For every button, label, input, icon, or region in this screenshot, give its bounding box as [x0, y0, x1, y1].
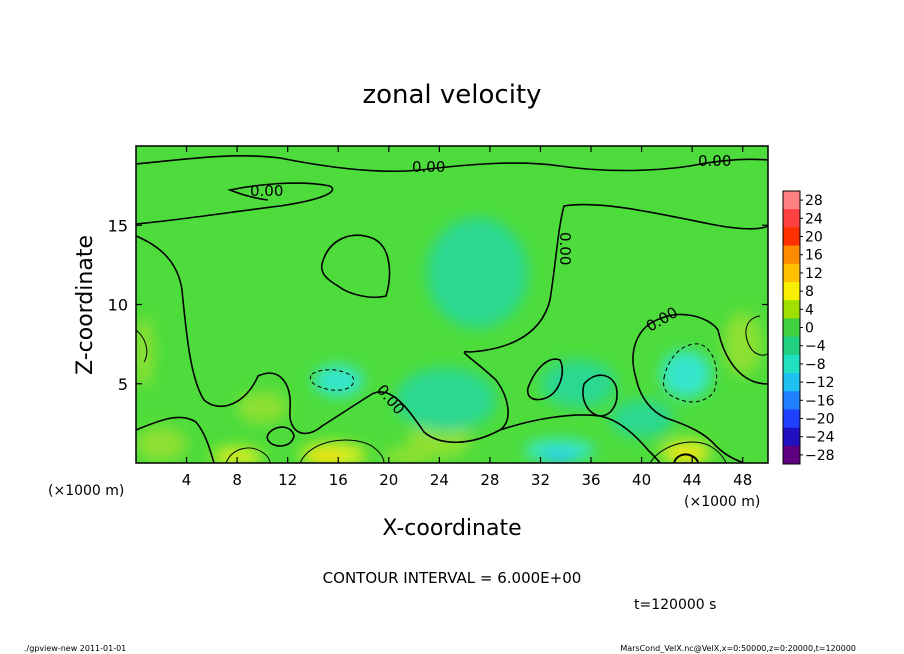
- colorbar-label: 16: [805, 248, 823, 264]
- contour-lines: [136, 155, 768, 463]
- colorbar-label: −12: [805, 375, 835, 391]
- contour-peak-ring: [673, 453, 699, 463]
- colorbar-label: −28: [805, 448, 835, 464]
- field-shade: [541, 451, 578, 463]
- field-shading: [136, 217, 762, 463]
- contour-upper-ridge: [136, 182, 334, 225]
- field-shade: [136, 426, 187, 462]
- footer-right: MarsCond_VelX.nc@VelX,x=0:50000,z=0:2000…: [620, 644, 856, 653]
- colorbar-swatch: [783, 227, 800, 246]
- plot-area: 0.00 0.00 0.00 0.00 0.00 0.00: [136, 146, 768, 463]
- colorbar-label: 8: [805, 284, 814, 300]
- contour-central-column: [463, 203, 768, 381]
- contour-small-loop-a: [526, 358, 564, 401]
- colorbar-swatch: [783, 354, 800, 374]
- colorbar-swatch: [783, 427, 800, 447]
- x-axis-ticks: 4 8 12 16 20 24 28 32 36 40 44 48: [182, 146, 752, 489]
- contour-label: 0.00: [412, 158, 445, 176]
- colorbar-label: 0: [805, 321, 814, 337]
- x-axis-unit: (×1000 m): [684, 494, 760, 510]
- colorbar-swatch: [783, 445, 800, 465]
- chart-title: zonal velocity: [362, 80, 541, 110]
- colorbar-swatch: [783, 336, 800, 356]
- colorbar-label: 28: [805, 193, 823, 209]
- contour-west-region: [136, 235, 509, 444]
- colorbar-swatch: [783, 263, 800, 283]
- field-shade: [540, 359, 617, 408]
- x-axis-label: X-coordinate: [382, 516, 521, 541]
- contour-east-loop: [632, 313, 768, 463]
- colorbar-swatch: [783, 373, 800, 392]
- field-shade: [524, 439, 595, 462]
- y-axis-ticks: 5 10 15: [108, 216, 768, 394]
- x-tick-label: 8: [232, 471, 242, 489]
- colorbar: 28 24 20 16 12 8 4 0 −4 −8 −12 −16 −20 −24 −28: [782, 190, 835, 465]
- contour-thin-west: [136, 329, 148, 363]
- contour-thin-floor-c: [649, 441, 727, 463]
- colorbar-label: −4: [805, 339, 826, 355]
- field-shade: [610, 399, 674, 438]
- field-shade: [310, 451, 341, 463]
- contour-dashed-west: [310, 369, 355, 391]
- colorbar-swatch: [783, 318, 800, 337]
- colorbar-label: 4: [805, 302, 814, 318]
- colorbar-label: −8: [805, 357, 826, 373]
- y-tick-label: 10: [108, 296, 128, 315]
- colorbar-label: 24: [805, 211, 823, 227]
- contour-small-loop-b: [582, 374, 618, 417]
- field-shade: [312, 364, 364, 397]
- x-tick-label: 28: [480, 471, 499, 489]
- colorbar-swatch: [783, 245, 800, 265]
- contour-dashed-east: [663, 343, 718, 403]
- y-tick-label: 5: [118, 375, 128, 394]
- contour-floor-left: [136, 416, 215, 463]
- field-shade: [395, 367, 497, 432]
- field-shade: [237, 391, 288, 424]
- colorbar-swatch: [783, 209, 800, 228]
- x-tick-label: 24: [430, 471, 449, 489]
- field-shade: [723, 312, 762, 376]
- colorbar-swatch: [783, 409, 800, 428]
- contour-thin-east: [745, 315, 768, 356]
- colorbar-swatch: [783, 300, 800, 319]
- contour-top-band: [136, 155, 768, 173]
- colorbar-label: −16: [805, 393, 835, 409]
- colorbar-label: −24: [805, 430, 835, 446]
- y-axis-unit: (×1000 m): [48, 483, 124, 499]
- colorbar-label: 12: [805, 266, 823, 282]
- time-label: t=120000 s: [634, 597, 716, 613]
- x-tick-label: 32: [531, 471, 550, 489]
- contour-label: 0.00: [250, 182, 283, 200]
- field-shade: [211, 447, 263, 463]
- contour-label: 0.00: [698, 152, 731, 170]
- contour-closed-cell: [320, 234, 391, 299]
- y-tick-label: 15: [108, 216, 128, 235]
- x-tick-label: 36: [581, 471, 600, 489]
- x-tick-label: 40: [632, 471, 651, 489]
- x-tick-label: 20: [379, 471, 398, 489]
- contour-interval: CONTOUR INTERVAL = 6.000E+00: [323, 569, 582, 587]
- colorbar-swatch: [783, 282, 800, 301]
- y-axis-label: Z-coordinate: [73, 235, 98, 375]
- colorbar-label: −20: [805, 412, 835, 428]
- x-tick-label: 12: [278, 471, 297, 489]
- footer-left: ./gpview-new 2011-01-01: [24, 644, 126, 653]
- contour-small-loop-c: [266, 426, 295, 447]
- x-tick-label: 16: [329, 471, 348, 489]
- x-tick-label: 48: [733, 471, 752, 489]
- colorbar-swatch: [783, 191, 800, 210]
- contour-label: 0.00: [556, 232, 574, 265]
- contour-thin-floor-a: [225, 447, 271, 463]
- colorbar-swatch: [783, 391, 800, 410]
- x-tick-label: 4: [182, 471, 192, 489]
- colorbar-label: 20: [805, 230, 823, 246]
- x-tick-label: 44: [683, 471, 702, 489]
- contour-thin-floor-b: [299, 439, 385, 463]
- field-shade: [426, 217, 528, 329]
- field-shade: [660, 350, 712, 399]
